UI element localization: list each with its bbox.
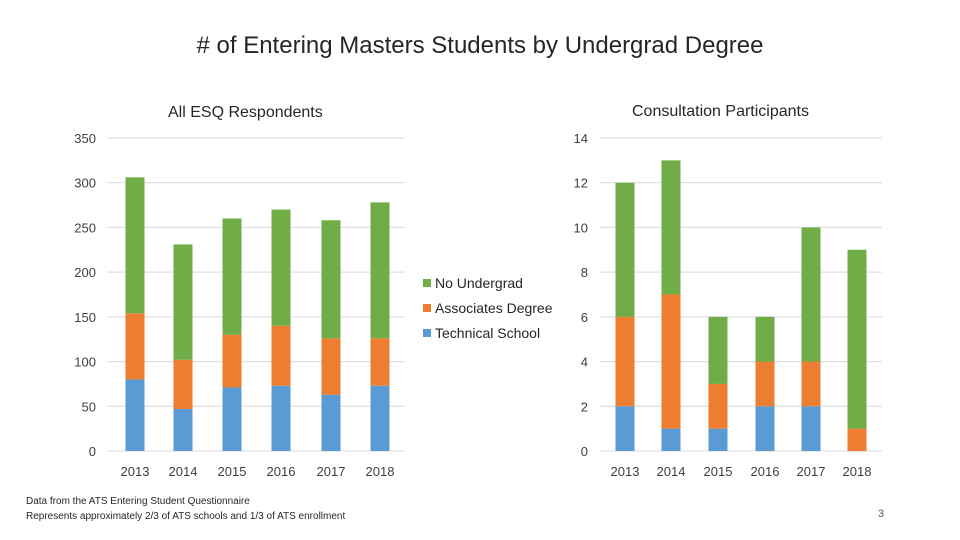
right-bar-technical-school-2015 <box>708 428 728 451</box>
left-bar-technical-school-2018 <box>370 385 390 451</box>
right-bar-associates-degree-2014 <box>661 294 681 429</box>
right-bar-associates-degree-2013 <box>615 316 635 407</box>
left-bar-associates-degree-2016 <box>271 325 291 386</box>
right-x-tick-label: 2014 <box>657 464 686 479</box>
right-bar-associates-degree-2015 <box>708 383 728 429</box>
right-bar-no-undergrad-2017 <box>801 227 821 362</box>
right-y-tick-label: 10 <box>574 220 588 235</box>
right-x-tick-label: 2018 <box>843 464 872 479</box>
left-bar-no-undergrad-2017 <box>321 220 341 339</box>
legend-swatch-no-undergrad <box>423 278 431 287</box>
left-bar-technical-school-2016 <box>271 385 291 451</box>
right-bar-no-undergrad-2015 <box>708 316 728 384</box>
left-x-tick-label: 2014 <box>169 464 198 479</box>
left-bar-no-undergrad-2015 <box>222 218 242 335</box>
left-bar-associates-degree-2015 <box>222 334 242 388</box>
right-bar-associates-degree-2017 <box>801 361 821 407</box>
left-bar-technical-school-2017 <box>321 394 341 451</box>
legend-label-no-undergrad: No Undergrad <box>435 274 523 291</box>
left-x-tick-label: 2015 <box>218 464 247 479</box>
legend-swatch-associates-degree <box>423 303 431 312</box>
right-x-tick-label: 2016 <box>751 464 780 479</box>
legend-item-technical-school: Technical School <box>423 320 553 345</box>
right-y-tick-label: 8 <box>581 265 588 280</box>
right-bar-associates-degree-2018 <box>847 428 867 451</box>
left-bar-technical-school-2014 <box>173 408 193 451</box>
left-bar-technical-school-2013 <box>125 379 145 451</box>
right-y-tick-label: 4 <box>581 355 588 370</box>
right-x-tick-label: 2013 <box>611 464 640 479</box>
legend-label-technical-school: Technical School <box>435 324 541 341</box>
left-bar-no-undergrad-2016 <box>271 209 291 326</box>
right-y-tick-label: 12 <box>574 176 588 191</box>
right-x-tick-label: 2015 <box>704 464 733 479</box>
page-title: # of Entering Masters Students by Underg… <box>196 32 764 59</box>
right-y-tick-label: 14 <box>574 131 588 146</box>
footnote: Data from the ATS Entering Student Quest… <box>26 494 345 524</box>
left-bar-technical-school-2015 <box>222 387 242 451</box>
legend-label-associates-degree: Associates Degree <box>435 299 553 316</box>
right-bar-technical-school-2016 <box>755 406 775 451</box>
page-number: 3 <box>878 508 885 520</box>
left-y-tick-label: 0 <box>89 444 96 459</box>
left-x-tick-label: 2018 <box>366 464 395 479</box>
left-y-tick-label: 350 <box>74 131 96 146</box>
left-chart-title: All ESQ Respondents <box>168 104 323 121</box>
left-bar-no-undergrad-2013 <box>125 177 145 314</box>
left-bar-associates-degree-2013 <box>125 313 145 380</box>
left-y-tick-label: 200 <box>74 265 96 280</box>
legend-item-no-undergrad: No Undergrad <box>423 270 553 295</box>
right-bar-no-undergrad-2018 <box>847 249 867 429</box>
left-x-tick-label: 2016 <box>267 464 296 479</box>
right-bar-technical-school-2013 <box>615 406 635 451</box>
legend-swatch-technical-school <box>423 328 431 337</box>
legend: No Undergrad Associates Degree Technical… <box>423 270 553 345</box>
left-x-tick-label: 2017 <box>317 464 346 479</box>
left-bar-associates-degree-2014 <box>173 359 193 409</box>
footnote-line-1: Data from the ATS Entering Student Quest… <box>26 496 250 507</box>
left-bar-associates-degree-2018 <box>370 338 390 386</box>
left-y-tick-label: 300 <box>74 176 96 191</box>
right-y-tick-label: 6 <box>581 310 588 325</box>
left-y-tick-label: 150 <box>74 310 96 325</box>
right-bar-no-undergrad-2013 <box>615 182 635 317</box>
right-bar-no-undergrad-2016 <box>755 316 775 362</box>
right-bar-technical-school-2014 <box>661 428 681 451</box>
left-y-tick-label: 250 <box>74 220 96 235</box>
left-bar-associates-degree-2017 <box>321 338 341 395</box>
left-bar-no-undergrad-2014 <box>173 244 193 360</box>
left-y-tick-label: 50 <box>82 399 96 414</box>
left-x-tick-label: 2013 <box>121 464 150 479</box>
right-x-tick-label: 2017 <box>797 464 826 479</box>
left-y-tick-label: 100 <box>74 355 96 370</box>
right-y-tick-label: 2 <box>581 399 588 414</box>
legend-item-associates-degree: Associates Degree <box>423 295 553 320</box>
right-bar-no-undergrad-2014 <box>661 160 681 295</box>
right-y-tick-label: 0 <box>581 444 588 459</box>
footnote-line-2: Represents approximately 2/3 of ATS scho… <box>26 511 346 522</box>
right-bar-technical-school-2017 <box>801 406 821 451</box>
right-chart-title: Consultation Participants <box>632 103 809 120</box>
left-bar-no-undergrad-2018 <box>370 202 390 339</box>
right-bar-associates-degree-2016 <box>755 361 775 407</box>
